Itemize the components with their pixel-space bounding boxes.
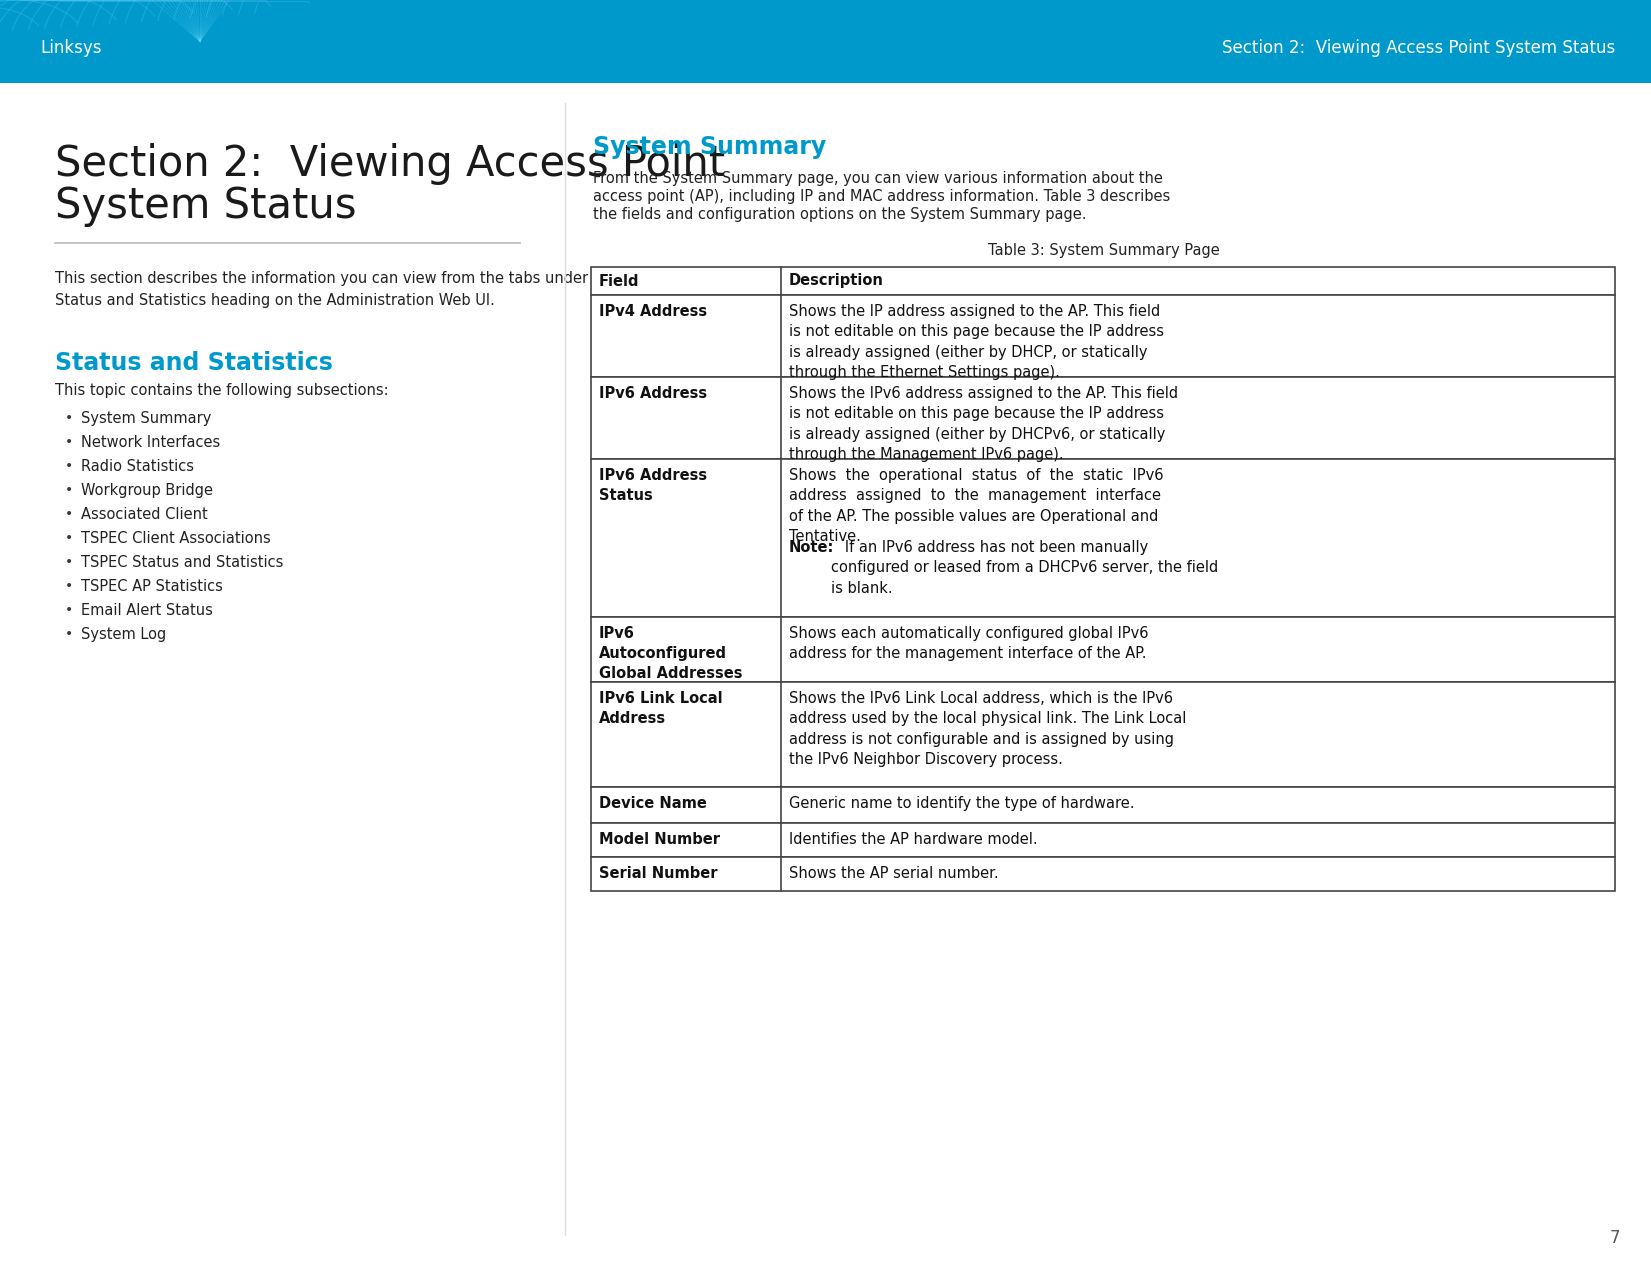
Text: •: • xyxy=(64,603,73,617)
Text: Network Interfaces: Network Interfaces xyxy=(81,435,220,450)
Text: •: • xyxy=(64,530,73,544)
Text: IPv6 Address: IPv6 Address xyxy=(599,386,707,402)
Text: Associated Client: Associated Client xyxy=(81,507,208,521)
Text: TSPEC AP Statistics: TSPEC AP Statistics xyxy=(81,579,223,594)
Text: Field: Field xyxy=(599,274,639,288)
Bar xyxy=(0,0,1651,83)
Text: the fields and configuration options on the System Summary page.: the fields and configuration options on … xyxy=(593,207,1086,222)
Text: Generic name to identify the type of hardware.: Generic name to identify the type of har… xyxy=(789,796,1134,811)
Text: Identifies the AP hardware model.: Identifies the AP hardware model. xyxy=(789,833,1037,847)
Text: Shows the IPv6 address assigned to the AP. This field
is not editable on this pa: Shows the IPv6 address assigned to the A… xyxy=(789,386,1179,463)
Text: If an IPv6 address has not been manually
configured or leased from a DHCPv6 serv: If an IPv6 address has not been manually… xyxy=(830,541,1218,595)
Text: System Status: System Status xyxy=(54,185,357,227)
Text: System Log: System Log xyxy=(81,627,167,643)
Text: •: • xyxy=(64,483,73,497)
Bar xyxy=(591,377,1615,459)
Text: Shows  the  operational  status  of  the  static  IPv6
address  assigned  to  th: Shows the operational status of the stat… xyxy=(789,468,1164,544)
Text: access point (AP), including IP and MAC address information. Table 3 describes: access point (AP), including IP and MAC … xyxy=(593,189,1171,204)
Text: Note:: Note: xyxy=(789,541,834,555)
Text: IPv6 Address
Status: IPv6 Address Status xyxy=(599,468,707,502)
Text: Email Alert Status: Email Alert Status xyxy=(81,603,213,618)
Text: System Summary: System Summary xyxy=(81,411,211,426)
Text: System Summary: System Summary xyxy=(593,135,826,159)
Text: IPv6
Autoconfigured
Global Addresses: IPv6 Autoconfigured Global Addresses xyxy=(599,626,743,681)
Text: From the System Summary page, you can view various information about the: From the System Summary page, you can vi… xyxy=(593,171,1162,186)
Text: •: • xyxy=(64,555,73,569)
Text: •: • xyxy=(64,411,73,425)
Text: Shows each automatically configured global IPv6
address for the management inter: Shows each automatically configured glob… xyxy=(789,626,1149,662)
Text: Shows the AP serial number.: Shows the AP serial number. xyxy=(789,866,999,881)
Text: Description: Description xyxy=(789,274,883,288)
Text: Device Name: Device Name xyxy=(599,796,707,811)
Text: TSPEC Status and Statistics: TSPEC Status and Statistics xyxy=(81,555,284,570)
Text: Radio Statistics: Radio Statistics xyxy=(81,459,195,474)
Text: 7: 7 xyxy=(1610,1229,1620,1247)
Text: Model Number: Model Number xyxy=(599,833,720,847)
Bar xyxy=(591,266,1615,295)
Text: Serial Number: Serial Number xyxy=(599,866,718,881)
Bar xyxy=(591,682,1615,787)
Text: •: • xyxy=(64,435,73,449)
Text: Linksys: Linksys xyxy=(40,40,101,57)
Bar xyxy=(591,787,1615,822)
Bar xyxy=(591,459,1615,617)
Text: This topic contains the following subsections:: This topic contains the following subsec… xyxy=(54,382,388,398)
Bar xyxy=(591,295,1615,377)
Text: •: • xyxy=(64,627,73,641)
Text: •: • xyxy=(64,459,73,473)
Text: TSPEC Client Associations: TSPEC Client Associations xyxy=(81,530,271,546)
Text: This section describes the information you can view from the tabs under the
Stat: This section describes the information y… xyxy=(54,272,617,307)
Bar xyxy=(591,617,1615,682)
Text: Section 2:  Viewing Access Point System Status: Section 2: Viewing Access Point System S… xyxy=(1222,40,1615,57)
Text: Status and Statistics: Status and Statistics xyxy=(54,351,334,375)
Text: IPv4 Address: IPv4 Address xyxy=(599,303,707,319)
Text: Shows the IP address assigned to the AP. This field
is not editable on this page: Shows the IP address assigned to the AP.… xyxy=(789,303,1164,380)
Bar xyxy=(591,857,1615,891)
Text: IPv6 Link Local
Address: IPv6 Link Local Address xyxy=(599,691,723,725)
Bar xyxy=(591,822,1615,857)
Text: Workgroup Bridge: Workgroup Bridge xyxy=(81,483,213,499)
Text: Table 3: System Summary Page: Table 3: System Summary Page xyxy=(989,244,1220,258)
Text: Section 2:  Viewing Access Point: Section 2: Viewing Access Point xyxy=(54,143,725,185)
Text: •: • xyxy=(64,579,73,593)
Text: •: • xyxy=(64,507,73,521)
Text: Shows the IPv6 Link Local address, which is the IPv6
address used by the local p: Shows the IPv6 Link Local address, which… xyxy=(789,691,1187,768)
